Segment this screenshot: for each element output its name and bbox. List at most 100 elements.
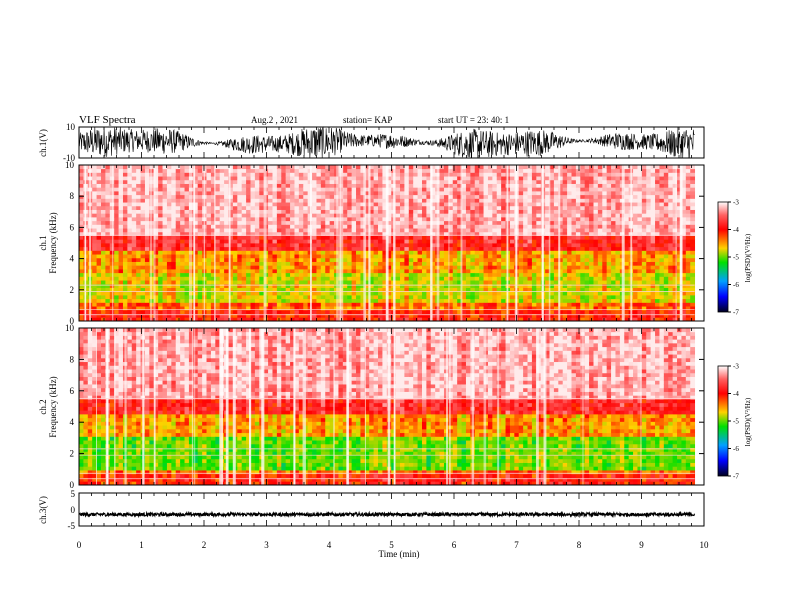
ch1-spectrogram-cell (118, 280, 124, 285)
ch1-spectrogram-cell (210, 265, 216, 270)
ch1-spectrogram-cell (180, 202, 185, 207)
ch1-spectrogram-cell (549, 213, 555, 218)
ch1-spectrogram-cell (580, 243, 586, 248)
ch1-spectrogram-cell (562, 217, 568, 222)
ch1-spectrogram-cell (193, 269, 199, 274)
ch1-spectrogram-cell (448, 205, 454, 210)
ch1-spectrogram-cell (509, 254, 515, 259)
ch1-spectrogram-cell (184, 198, 190, 203)
ch1-spectrogram-cell (465, 187, 471, 192)
ch1-spectrogram-cell (457, 265, 462, 270)
ch1-spectrogram-cell (294, 179, 300, 184)
ch1-spectrogram-cell (400, 183, 405, 188)
ch1-spectrogram-cell (281, 302, 287, 307)
ch1-spectrogram-cell (136, 261, 141, 266)
ch1-spectrogram-cell (210, 217, 216, 222)
ch1-spectrogram-cell (597, 313, 603, 318)
ch1-spectrogram-cell (100, 254, 106, 259)
ch1-spectrogram-cell (580, 179, 586, 184)
ch1-spectrogram-cell (342, 202, 348, 207)
ch1-spectrogram-cell (100, 217, 106, 222)
ch1-spectrogram-cell (527, 295, 533, 300)
ch1-spectrogram-cell (237, 306, 243, 311)
ch1-spectrogram-cell (562, 224, 568, 229)
ch1-spectrogram-cell (562, 283, 568, 288)
ch1-spectrogram-cell (487, 191, 493, 196)
ch1-spectrogram-cell (153, 209, 159, 214)
ch1-spectrogram-cell (584, 224, 590, 229)
ch1-spectrogram-cell (153, 295, 159, 300)
ch1-spectrogram-cell (580, 239, 586, 244)
ch1-spectrogram-cell (188, 239, 194, 244)
ch1-spectrogram-cell (421, 191, 427, 196)
ch1-spectrogram-cell (461, 309, 467, 314)
ch1-spectrogram-cell (197, 302, 203, 307)
ch1-spectrogram-cell (276, 205, 282, 210)
ch1-spectrogram-cell (448, 235, 454, 240)
ch1-spectrogram-cell (180, 187, 185, 192)
ch1-spectrogram-cell (562, 254, 568, 259)
ch1-spectrogram-cell (408, 187, 414, 192)
ch1-spectrogram-cell (553, 276, 559, 281)
ch1-spectrogram-cell (329, 165, 335, 170)
ch1-spectrogram-cell (356, 302, 361, 307)
ch1-spectrogram-cell (593, 272, 599, 277)
ch1-spectrogram-cell (465, 265, 471, 270)
ch1-spectrogram-cell (364, 205, 370, 210)
ch1-spectrogram-cell (474, 194, 480, 199)
ch1-spectrogram-cell (303, 243, 309, 248)
ch1-spectrogram-cell (558, 246, 564, 251)
ch1-spectrogram-cell (210, 243, 216, 248)
ch1-spectrogram-cell (268, 217, 273, 222)
ch1-spectrogram-cell (188, 202, 194, 207)
ch1-spectrogram-cell (430, 317, 436, 322)
ch1-spectrogram-cell (127, 172, 133, 177)
ch1-spectrogram-cell (254, 217, 260, 222)
ch1-spectrogram-cell (329, 243, 335, 248)
ch1-spectrogram-cell (127, 287, 133, 292)
ch1-spectrogram-cell (408, 183, 414, 188)
ch1-spectrogram-cell (567, 317, 572, 322)
ch1-spectrogram-cell (334, 183, 339, 188)
ch1-spectrogram-cell (558, 309, 564, 314)
ch1-spectrogram-cell (413, 205, 418, 210)
ch1-spectrogram-cell (487, 257, 493, 262)
ch1-spectrogram-cell (100, 224, 106, 229)
ch1-spectrogram-cell (206, 313, 212, 318)
ch1-spectrogram-cell (329, 276, 335, 281)
ch1-spectrogram-cell (571, 243, 577, 248)
ch1-spectrogram-cell (443, 302, 449, 307)
ch1-spectrogram-cell (180, 239, 185, 244)
ch1-spectrogram-cell (536, 205, 542, 210)
ch1-spectrogram-cell (580, 213, 586, 218)
ch1-spectrogram-cell (166, 217, 172, 222)
ch1-spectrogram-cell (127, 257, 133, 262)
ch1-spectrogram-cell (144, 257, 150, 262)
ch1-spectrogram-cell (369, 309, 375, 314)
ch1-spectrogram-cell (92, 172, 97, 177)
ch1-spectrogram-cell (373, 243, 379, 248)
ch1-spectrogram-cell (492, 202, 498, 207)
ch1-spectrogram-cell (461, 243, 467, 248)
ch1-spectrogram-cell (351, 198, 357, 203)
ch1-spectrogram-cell (118, 287, 124, 292)
ch1-spectrogram-cell (356, 306, 361, 311)
ch1-spectrogram-cell (131, 224, 137, 229)
ch1-spectrogram-cell (430, 283, 436, 288)
ch1-spectrogram-cell (597, 291, 603, 296)
ch1-spectrogram-cell (312, 257, 317, 262)
ch1-spectrogram-cell (589, 194, 594, 199)
ch1-spectrogram-cell (136, 272, 141, 277)
ch1-spectrogram-cell (162, 243, 168, 248)
ch1-spectrogram-cell (272, 228, 278, 233)
ch1-spectrogram-cell (158, 302, 163, 307)
ch1-spectrogram-cell (575, 306, 581, 311)
ch1-spectrogram-cell (96, 191, 102, 196)
ch1-spectrogram-cell (325, 257, 331, 262)
ch1-spectrogram-cell (369, 220, 375, 225)
ch1-spectrogram-cell (105, 239, 111, 244)
ch1-spectrogram-cell (553, 198, 559, 203)
ch1-spectrogram-cell (224, 243, 229, 248)
ch1-spectrogram-cell (408, 257, 414, 262)
ch1-spectrogram-cell (342, 183, 348, 188)
